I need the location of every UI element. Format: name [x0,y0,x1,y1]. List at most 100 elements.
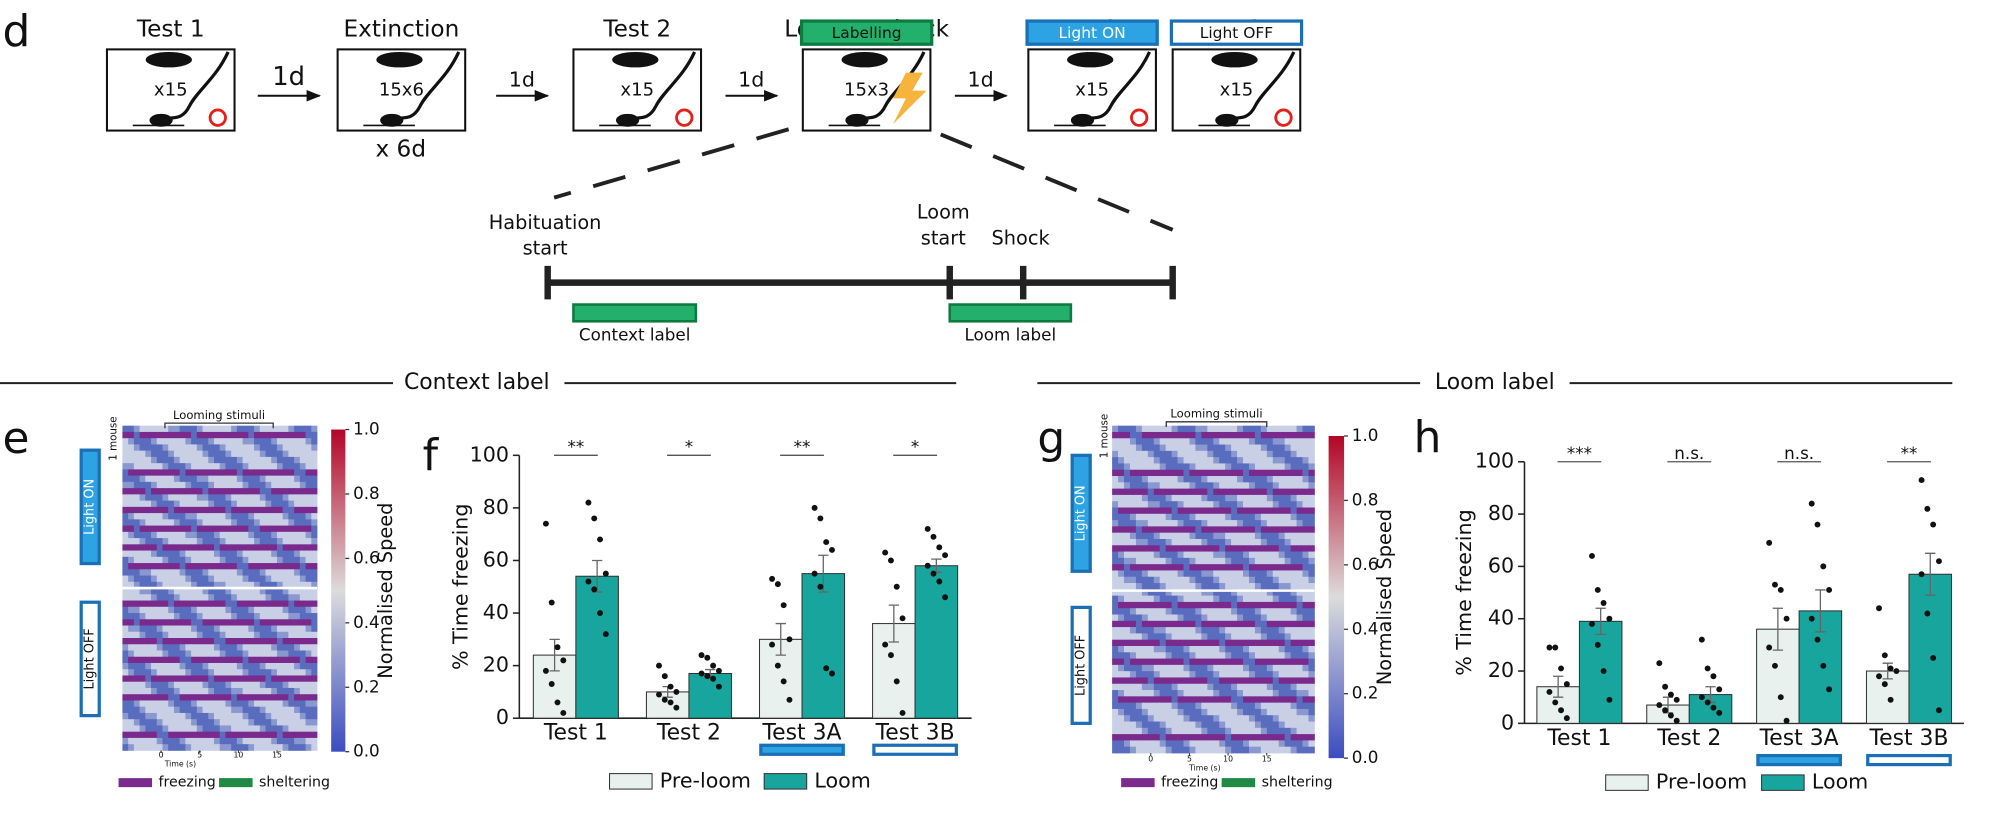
heatmap-cell [213,556,221,564]
heatmap-cell [225,694,232,701]
heatmap-cell [196,525,203,533]
heatmap-cell [248,656,255,664]
heatmap-cell [151,469,158,477]
heatmap-cell [1165,513,1173,521]
heatmap-cell [225,719,232,726]
heatmap-cell [299,737,306,745]
heatmap-cell [133,475,140,483]
heatmap-cell [202,594,209,601]
heatmap-cell [1219,463,1226,471]
heatmap-cell [196,625,203,633]
heatmap-cell [122,744,129,751]
heatmap-cell [1231,551,1238,559]
heatmap-cell [208,631,215,639]
heatmap-cell [265,631,272,639]
heatmap-cell [1254,620,1262,628]
heatmap-cell [162,694,169,701]
heatmap-cell [1129,469,1137,477]
heatmap-cell [1308,576,1315,584]
heatmap-cell [1147,721,1155,729]
heatmap-cell [1165,633,1173,641]
heatmap-cell [202,431,209,439]
heatmap-cell [236,456,243,464]
heatmap-cell [1135,658,1143,666]
x-tick-label: Test 3B [1868,726,1948,751]
heatmap-cell [1266,671,1274,678]
heatmap-cell [151,681,158,689]
heatmap-cell [242,581,249,589]
heatmap-cell [1260,494,1268,502]
heatmap-cell [1302,520,1309,527]
heatmap-cell [225,650,232,658]
heatmap-cell [1254,671,1262,678]
heatmap-cell [1141,652,1149,659]
heatmap-cell [1171,488,1178,496]
heatmap-cell [1118,708,1125,716]
heatmap-cell [185,544,192,551]
heatmap-cell [156,456,163,464]
heatmap-cell [185,463,192,470]
heatmap-cell [1290,469,1297,477]
heatmap-cell [219,644,226,651]
heatmap-cell [1237,526,1244,534]
heatmap-cell [162,631,169,639]
heatmap-cell [162,425,169,433]
heatmap-cell [1243,589,1250,597]
x-tick-label: 5 [197,751,202,760]
heatmap-cell [1237,589,1244,597]
heatmap-cell [1141,457,1149,464]
heatmap-cell [1219,721,1226,729]
heatmap-cell [1135,589,1143,597]
heatmap-cell [1177,627,1184,634]
heatmap-cell [1141,595,1149,603]
heatmap-cell [1248,658,1256,666]
heatmap-cell [1195,715,1202,722]
heatmap-cell [139,463,146,470]
heatmap-cell [1129,696,1137,704]
heatmap-cell [128,588,135,595]
heatmap-cell [1171,501,1178,508]
heatmap-cell [1243,557,1250,565]
heatmap-cell [1171,696,1178,704]
heatmap-cell [1177,740,1184,748]
heatmap-cell [185,725,192,733]
heatmap-cell [1266,595,1274,603]
heatmap-cell [265,594,272,601]
heatmap-cell [231,706,238,714]
heatmap-cell [133,725,140,733]
heatmap-cell [151,594,158,601]
heatmap-cell [1183,671,1190,678]
heatmap-cell [1284,652,1292,659]
data-point [1783,615,1790,622]
heatmap-cell [276,719,284,726]
heatmap-cell [208,550,215,558]
heatmap-cell [151,431,158,439]
heatmap-cell [305,638,312,645]
heatmap-cell [311,638,318,645]
heatmap-cell [242,719,249,726]
data-point [1546,689,1553,695]
shelter [612,51,659,68]
heatmap-cell [1165,482,1173,490]
data-point [1698,636,1705,643]
heatmap-cell [1260,690,1268,697]
heatmap-cell [122,606,129,614]
heatmap-cell [259,500,266,508]
heatmap-cell [1302,438,1309,445]
heatmap-cell [1260,715,1268,722]
heatmap-cell [1171,740,1178,748]
heatmap-cell [1183,645,1190,653]
error-bar [1553,675,1564,698]
data-point [1820,563,1827,570]
heatmap-cell [1308,488,1315,496]
heatmap-cell [202,425,209,433]
heatmap-cell [265,588,272,595]
heatmap-cell [225,625,232,633]
data-point [597,536,603,543]
heatmap-cell [213,481,221,489]
heatmap-cell [305,475,312,483]
heatmap-cell [162,431,169,439]
heatmap-cell [1302,740,1309,748]
heatmap-cell [191,731,198,739]
heatmap-cell [231,444,238,452]
